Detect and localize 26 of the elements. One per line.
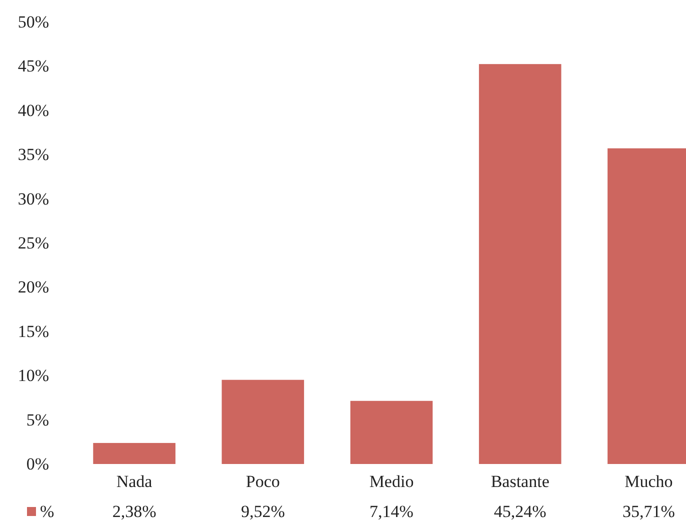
x-tick-label: Medio	[369, 472, 414, 492]
y-tick-label: 30%	[18, 189, 49, 208]
data-label: 9,52%	[240, 502, 285, 521]
y-tick-label: 40%	[18, 100, 49, 120]
y-tick-label: 20%	[18, 278, 49, 297]
x-tick-label: Poco	[246, 472, 280, 492]
y-tick-label: 5%	[26, 410, 49, 430]
data-label: 2,38%	[112, 502, 156, 521]
y-tick-label: 35%	[18, 145, 49, 164]
y-tick-label: 15%	[18, 322, 49, 341]
data-label: 45,24%	[494, 502, 546, 521]
data-label: 35,71%	[622, 502, 675, 521]
y-tick-label: 10%	[18, 366, 49, 386]
x-tick-label: Mucho	[624, 472, 673, 492]
y-tick-label: 45%	[18, 56, 49, 76]
bar	[93, 442, 176, 464]
bar	[478, 64, 562, 464]
data-label: 7,14%	[370, 502, 414, 521]
legend-label: %	[40, 502, 54, 521]
x-tick-label: Bastante	[490, 472, 550, 492]
bar	[350, 400, 433, 464]
y-tick-label: 0%	[26, 454, 49, 474]
y-tick-label: 50%	[18, 12, 49, 32]
y-tick-label: 25%	[18, 233, 49, 252]
x-tick-label: Nada	[116, 472, 153, 492]
bar	[222, 380, 304, 464]
